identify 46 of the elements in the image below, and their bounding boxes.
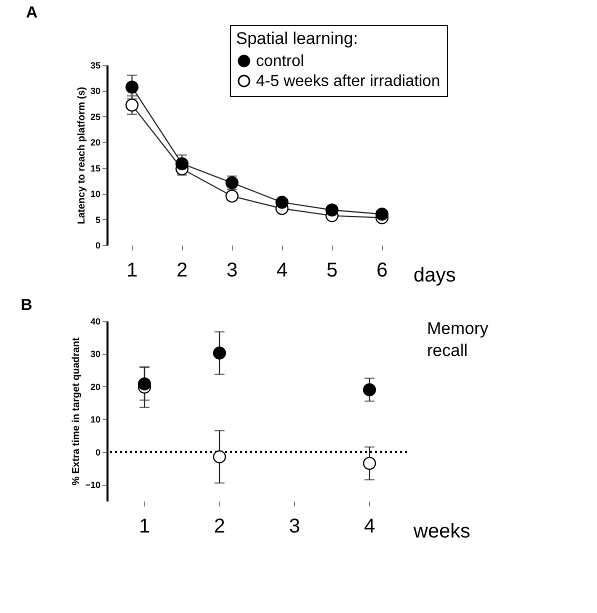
point: [212, 450, 226, 464]
x-tick-label: 2: [176, 260, 188, 282]
x-tick-label: 5: [326, 260, 338, 282]
y-tick-label: 0: [95, 240, 100, 250]
y-axis-title: Latency to reach platform (s): [76, 86, 88, 224]
y-tick-label: 0: [95, 447, 100, 458]
y-tick-label: 35: [90, 60, 100, 70]
y-tick-label: 10: [90, 414, 100, 425]
y-tick-label: 5: [95, 214, 100, 225]
point: [125, 98, 139, 112]
y-tick-label: 30: [90, 86, 100, 96]
chart-title: A: [26, 4, 38, 22]
x-tick-label: 6: [376, 260, 388, 282]
point: [362, 383, 376, 396]
y-tick-label: 30: [90, 349, 100, 360]
x-tick-label: 3: [288, 516, 300, 538]
legend-label: control: [256, 53, 304, 70]
y-tick-label: 20: [90, 138, 100, 148]
x-axis-title: days: [414, 264, 456, 286]
legend-title: Spatial learning:: [236, 29, 358, 48]
point: [225, 190, 239, 203]
y-tick-label: 25: [90, 112, 100, 122]
y-axis-title: % Extra time in target quadrant: [71, 336, 82, 486]
y-tick-label: 40: [90, 316, 100, 326]
chart-title: B: [20, 297, 32, 314]
point: [375, 208, 389, 221]
text: Memory recall: [427, 319, 489, 360]
x-tick-label: 4: [364, 516, 376, 538]
x-tick-label: 1: [126, 260, 138, 282]
point: [275, 196, 289, 209]
point: [212, 346, 226, 360]
point: [175, 157, 189, 170]
x-tick-label: 3: [226, 260, 238, 282]
point: [138, 377, 152, 390]
y-tick-label: 15: [90, 163, 100, 174]
x-tick-label: 1: [138, 516, 150, 538]
y-tick-label: 20: [90, 382, 100, 392]
y-tick-label: −10: [85, 480, 100, 490]
y-tick-label: 10: [90, 189, 100, 200]
x-axis-title: weeks: [412, 520, 470, 542]
x-tick-label: 4: [276, 260, 288, 282]
legend-label: 4-5 weeks after irradiation: [256, 73, 440, 90]
point: [125, 80, 139, 94]
point: [362, 456, 376, 470]
point: [325, 204, 339, 217]
x-tick-label: 2: [214, 516, 226, 538]
